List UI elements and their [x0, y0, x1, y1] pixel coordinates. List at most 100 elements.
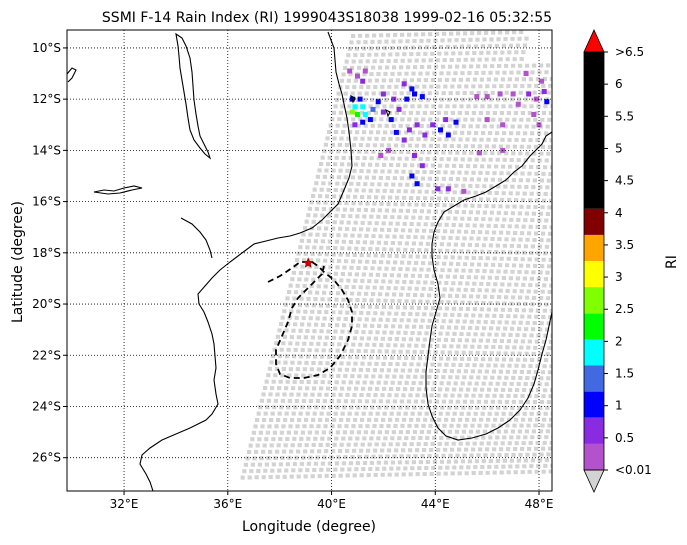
swath-pixel: [285, 354, 290, 359]
swath-pixel: [346, 220, 351, 225]
swath-pixel: [396, 247, 401, 252]
swath-pixel: [485, 230, 490, 235]
swath-pixel: [381, 195, 386, 200]
swath-pixel: [304, 303, 309, 308]
swath-pixel: [290, 360, 295, 365]
swath-pixel: [278, 354, 283, 359]
swath-pixel: [455, 453, 460, 458]
swath-pixel: [521, 138, 526, 142]
swath-pixel: [433, 124, 438, 129]
swath-pixel: [294, 315, 299, 320]
swath-pixel: [330, 258, 335, 263]
swath-pixel: [314, 348, 319, 353]
rain-pixel: [393, 129, 399, 135]
swath-pixel: [382, 104, 387, 109]
swath-pixel: [338, 336, 343, 340]
swath-pixel: [477, 31, 482, 35]
swath-pixel: [522, 164, 527, 169]
swath-pixel: [382, 46, 387, 51]
swath-pixel: [364, 149, 369, 154]
swath-pixel: [388, 442, 393, 447]
swath-pixel: [277, 468, 282, 473]
rain-pixel: [474, 94, 480, 100]
swath-pixel: [250, 462, 255, 467]
swath-pixel: [518, 399, 523, 404]
swath-pixel: [411, 71, 416, 76]
swath-pixel: [367, 195, 372, 200]
swath-pixel: [452, 44, 457, 49]
swath-pixel: [532, 295, 537, 300]
swath-pixel: [430, 417, 435, 422]
swath-pixel: [546, 400, 551, 405]
swath-pixel: [511, 295, 516, 300]
swath-pixel: [356, 182, 361, 186]
storm-center-star: [302, 257, 314, 268]
colorbar-tick-label: >6.5: [615, 45, 644, 59]
swath-pixel: [548, 257, 552, 262]
swath-pixel: [520, 394, 525, 398]
swath-pixel: [543, 333, 548, 338]
swath-pixel: [440, 97, 445, 102]
swath-pixel: [288, 341, 293, 346]
swath-pixel: [439, 300, 444, 304]
swath-pixel: [334, 297, 339, 302]
swath-pixel: [298, 328, 303, 333]
swath-pixel: [481, 217, 486, 222]
swath-pixel: [457, 447, 462, 452]
swath-pixel: [317, 310, 322, 314]
swath-pixel: [357, 317, 362, 322]
swath-pixel: [459, 332, 464, 336]
swath-pixel: [527, 339, 532, 344]
swath-pixel: [524, 351, 529, 356]
swath-pixel: [379, 143, 384, 148]
swath-pixel: [255, 443, 260, 448]
swath-pixel: [518, 376, 523, 380]
swath-pixel: [419, 209, 424, 214]
swath-pixel: [540, 205, 545, 210]
swath-pixel: [457, 393, 462, 398]
swath-pixel: [341, 461, 346, 466]
swath-pixel: [380, 227, 385, 232]
swath-pixel: [346, 194, 351, 199]
swath-pixel: [460, 435, 465, 440]
swath-pixel: [549, 138, 552, 143]
swath-pixel: [487, 411, 492, 416]
swath-pixel: [421, 58, 426, 63]
swath-pixel: [373, 311, 378, 316]
y-tick-label: 22°S: [32, 348, 61, 362]
swath-pixel: [442, 31, 447, 36]
swath-pixel: [369, 214, 374, 219]
swath-pixel: [374, 52, 379, 57]
swath-pixel: [300, 322, 305, 327]
swath-pixel: [330, 424, 335, 429]
swath-pixel: [381, 136, 386, 141]
swath-pixel: [457, 110, 462, 115]
swath-pixel: [277, 328, 282, 333]
swath-pixel: [356, 349, 361, 353]
swath-pixel: [282, 474, 287, 479]
swath-pixel: [405, 324, 410, 329]
swath-pixel: [297, 303, 302, 308]
swath-pixel: [389, 411, 394, 416]
swath-pixel: [397, 380, 402, 385]
swath-pixel: [365, 143, 370, 148]
swath-pixel: [526, 289, 531, 294]
swath-pixel: [415, 472, 420, 477]
swath-pixel: [546, 151, 551, 156]
swath-pixel: [516, 70, 521, 75]
y-tick-label: 12°S: [32, 92, 61, 106]
swath-pixel: [348, 461, 353, 466]
swath-pixel: [404, 460, 409, 465]
swath-pixel: [456, 423, 461, 428]
swath-pixel: [266, 398, 271, 403]
swath-pixel: [370, 405, 375, 410]
swath-pixel: [545, 270, 550, 275]
swath-pixel: [492, 313, 497, 318]
swath-pixel: [393, 368, 398, 373]
swath-pixel: [494, 44, 499, 48]
swath-pixel: [374, 361, 379, 366]
swath-pixel: [330, 367, 335, 372]
swath-pixel: [397, 436, 402, 441]
swath-pixel: [286, 322, 291, 327]
swath-pixel: [503, 97, 508, 102]
